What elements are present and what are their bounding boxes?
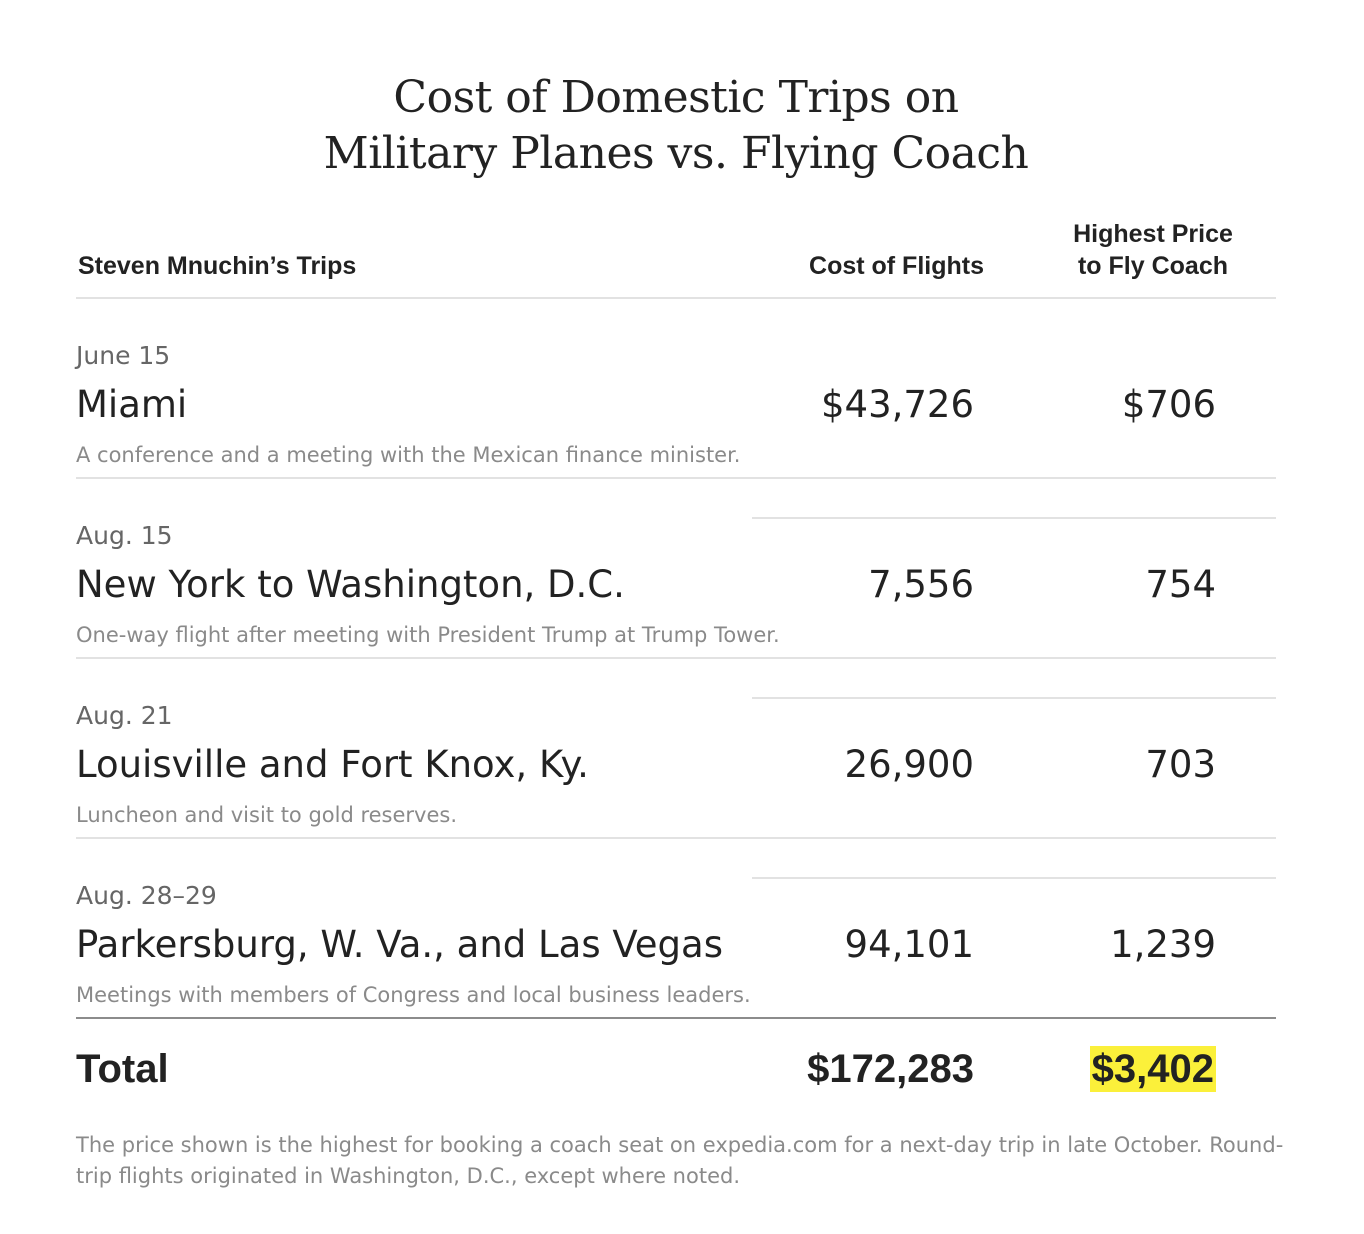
total-cost-value: $172,283: [807, 1047, 974, 1091]
table-row: Aug. 21 Louisville and Fort Knox, Ky. Lu…: [0, 676, 1364, 856]
total-label: Total: [76, 1047, 169, 1091]
header-divider: [76, 297, 1276, 299]
trip-destination: Parkersburg, W. Va., and Las Vegas: [76, 923, 723, 966]
trip-destination: Miami: [76, 383, 188, 426]
table-row: June 15 Miami A conference and a meeting…: [0, 316, 1364, 496]
footnote: The price shown is the highest for booki…: [76, 1133, 1284, 1188]
trip-coach-price-value: 754: [1145, 563, 1216, 606]
trip-cost-value: 7,556: [868, 563, 974, 606]
trip-date: Aug. 28–29: [76, 881, 217, 910]
column-header-coach-line-2: to Fly Coach: [1077, 252, 1228, 280]
value-divider: [752, 697, 1276, 699]
trip-cost-value: $43,726: [820, 383, 974, 426]
column-header-coach: Highest Price to Fly Coach: [1060, 218, 1246, 282]
column-header-trips: Steven Mnuchin’s Trips: [78, 252, 357, 280]
trip-date: Aug. 15: [76, 521, 173, 550]
trip-coach-price-value: 703: [1145, 743, 1216, 786]
chart-title-line-2: Military Planes vs. Flying Coach: [323, 128, 1029, 179]
trip-coach-price-value: $706: [1121, 383, 1216, 426]
trip-note: Luncheon and visit to gold reserves.: [76, 803, 458, 827]
trip-note: One-way flight after meeting with Presid…: [76, 623, 780, 647]
trip-date: Aug. 21: [76, 701, 173, 730]
row-divider: [76, 837, 1276, 839]
value-divider: [752, 877, 1276, 879]
row-divider: [76, 477, 1276, 479]
trip-note: A conference and a meeting with the Mexi…: [76, 443, 741, 467]
trip-destination: Louisville and Fort Knox, Ky.: [76, 743, 589, 786]
trip-destination: New York to Washington, D.C.: [76, 563, 625, 606]
chart-title-line-1: Cost of Domestic Trips on: [393, 72, 959, 123]
column-header-coach-line-1: Highest Price: [1073, 220, 1233, 248]
trip-note: Meetings with members of Congress and lo…: [76, 983, 751, 1007]
table-row: Aug. 15 New York to Washington, D.C. One…: [0, 496, 1364, 676]
trip-coach-price-value: 1,239: [1110, 923, 1216, 966]
value-divider: [752, 517, 1276, 519]
table-row: Aug. 28–29 Parkersburg, W. Va., and Las …: [0, 856, 1364, 1036]
trip-cost-value: 94,101: [844, 923, 974, 966]
trip-cost-value: 26,900: [844, 743, 974, 786]
total-divider: [76, 1017, 1276, 1019]
column-header-cost: Cost of Flights: [809, 252, 984, 280]
trip-date: June 15: [76, 341, 171, 370]
total-coach-price-highlight: $3,402: [1089, 1046, 1216, 1092]
row-divider: [76, 657, 1276, 659]
